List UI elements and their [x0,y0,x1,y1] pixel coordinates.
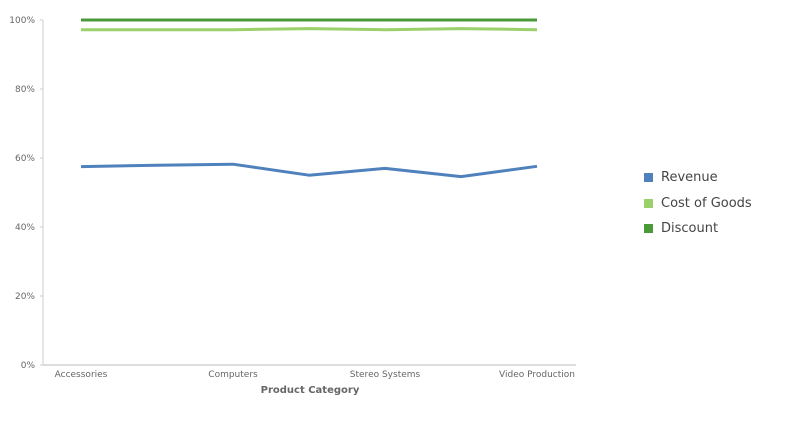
y-tick-label: 40% [15,223,35,233]
x-tick-label: Video Production [499,370,575,380]
y-tick-label: 60% [15,154,35,164]
legend-swatch [644,224,653,234]
chart-legend: Revenue Cost of Goods Discount [644,165,784,242]
series-lines [80,18,538,179]
x-tick-label: Stereo Systems [350,370,421,380]
y-tick-label: 80% [15,85,35,95]
x-tick-label: Accessories [55,370,108,380]
legend-label: Revenue [661,170,718,186]
legend-item: Cost of Goods [644,191,784,217]
x-axis-labels: Accessories Computers Stereo Systems Video … [55,370,575,380]
y-tick-label: 0% [21,361,36,371]
y-tick-label: 100% [9,16,35,26]
y-tick-label: 20% [15,292,35,302]
series-line-revenue [80,162,538,179]
legend-label: Discount [661,221,719,237]
legend-label: Cost of Goods [661,195,752,211]
x-axis-title: Product Category [261,385,360,396]
legend-item: Discount [644,216,784,242]
x-tick-label: Computers [208,370,258,380]
y-axis-labels: 0% 20% 40% 60% 80% 100% [9,16,43,371]
legend-swatch [644,173,653,183]
series-line-cost-of-goods [81,27,538,32]
legend-item: Revenue [644,165,784,191]
legend-swatch [644,198,653,208]
chart-axes [42,20,576,366]
